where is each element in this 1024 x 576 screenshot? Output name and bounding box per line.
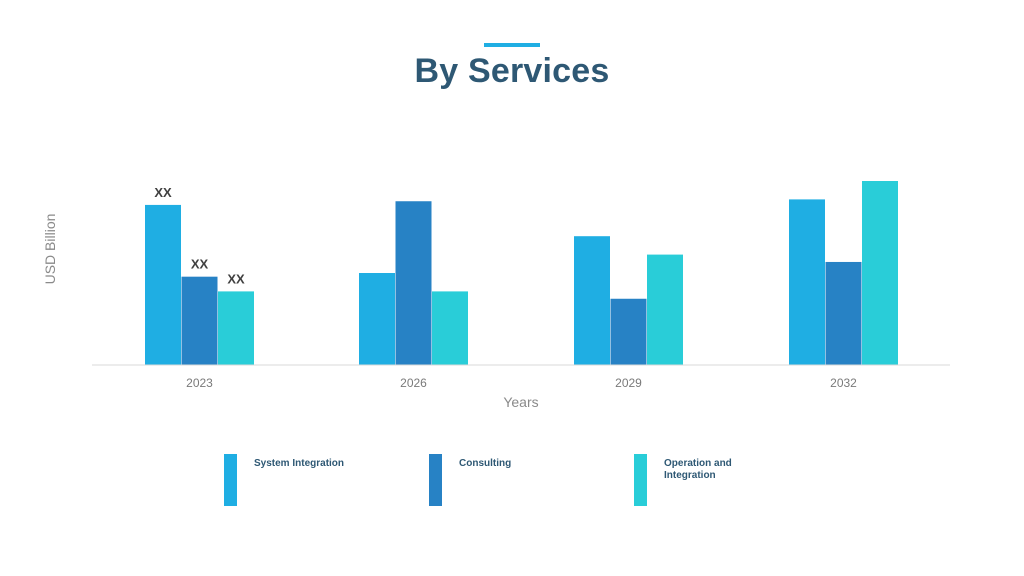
bar-2023-system-integration (145, 204, 181, 365)
bars-group (145, 181, 898, 365)
x-tick-label-2026: 2026 (400, 376, 427, 390)
data-label-2023-system-integration: XX (154, 185, 172, 200)
bar-2032-operation-and-integration (862, 181, 898, 365)
legend-label: Consulting (459, 458, 512, 469)
bar-2026-operation-and-integration (432, 291, 468, 365)
slide-title: By Services (414, 52, 610, 90)
bar-2026-consulting (395, 201, 432, 365)
x-tick-label-2029: 2029 (615, 376, 642, 390)
legend-swatch (429, 454, 442, 506)
data-label-2023-consulting: XX (191, 257, 209, 272)
legend-swatch (224, 454, 237, 506)
x-tick-labels: 2023 2026 2029 2032 (186, 376, 857, 390)
bar-2029-consulting (610, 298, 647, 365)
legend-label: System Integration (254, 458, 345, 469)
bar-2026-system-integration (359, 273, 395, 365)
x-tick-label-2023: 2023 (186, 376, 213, 390)
x-tick-label-2032: 2032 (830, 376, 857, 390)
bar-2023-consulting (181, 276, 218, 365)
bar-2023-operation-and-integration (218, 291, 254, 365)
legend-swatch (634, 454, 647, 506)
bar-2032-consulting (825, 261, 862, 365)
bar-2032-system-integration (789, 199, 825, 365)
title-accent-bar (484, 43, 540, 47)
x-axis-title: Years (503, 394, 538, 410)
data-label-2023-operation-and-integration: XX (227, 271, 245, 286)
y-axis-title: USD Billion (42, 214, 58, 285)
data-labels: XX XX XX (154, 185, 245, 286)
bar-2029-operation-and-integration (647, 254, 683, 365)
legend-label: Operation and Integration (664, 458, 732, 481)
bar-2029-system-integration (574, 236, 610, 365)
